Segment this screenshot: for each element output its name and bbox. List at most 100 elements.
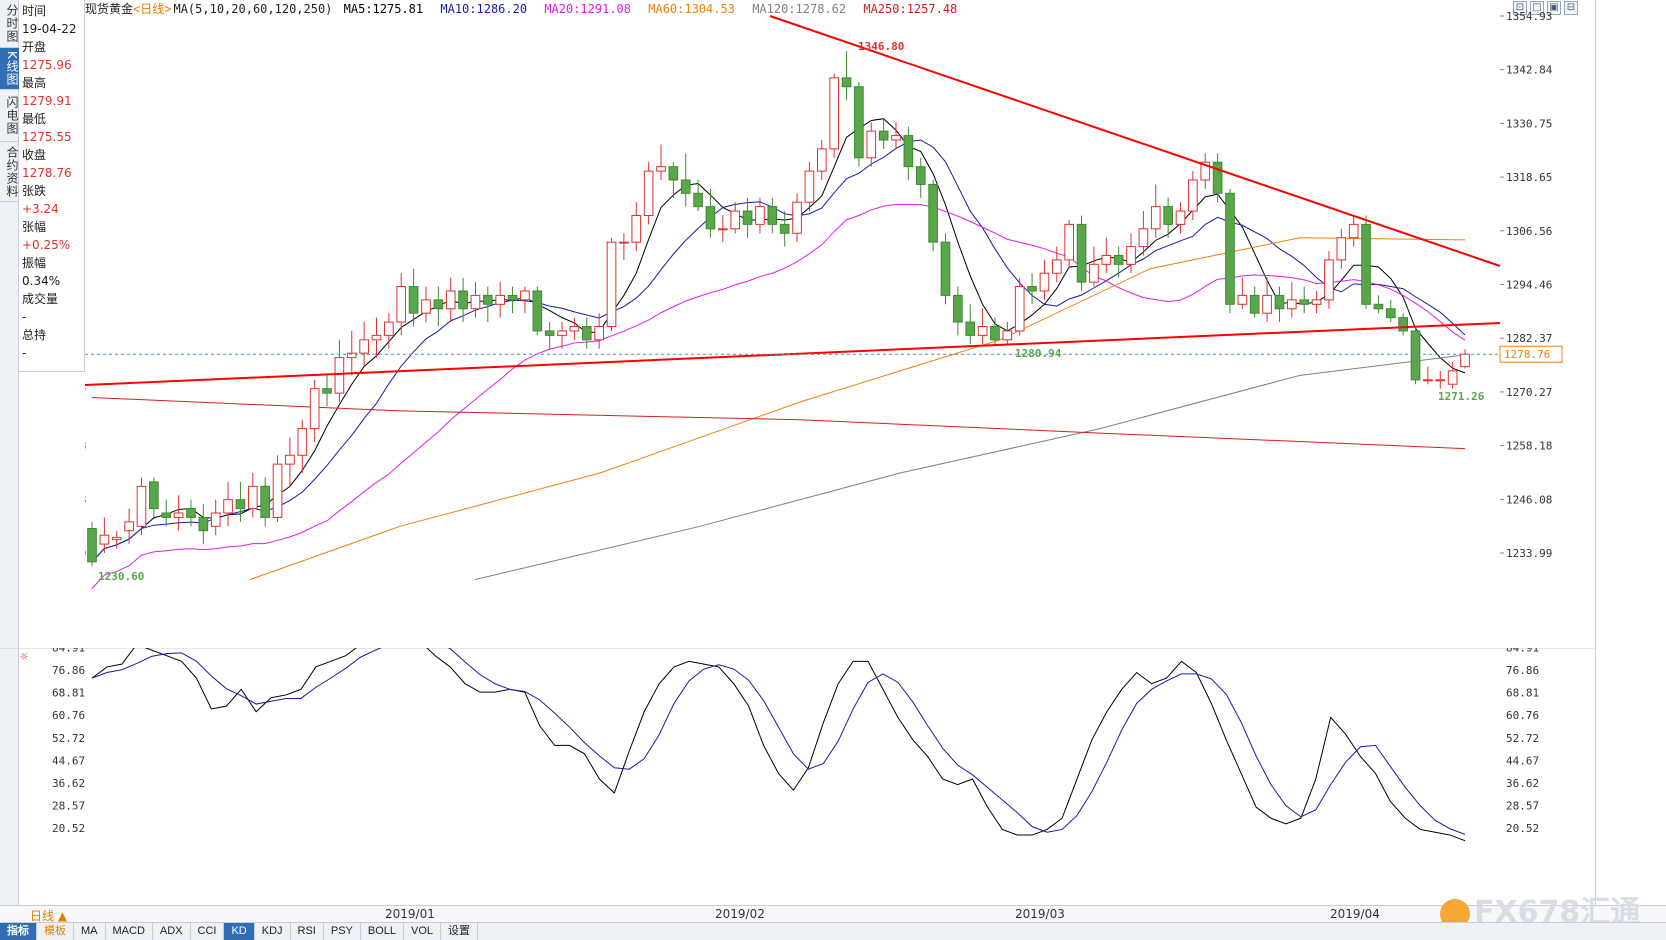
candle-body	[1286, 299, 1297, 310]
ma20-value: MA20:1291.08	[544, 2, 632, 16]
candle-body	[816, 148, 827, 172]
candle-body	[557, 330, 567, 336]
tab-timeshare[interactable]: 分时图	[0, 0, 19, 48]
price-axis-divider	[1595, 0, 1596, 905]
candle-body	[1398, 317, 1408, 332]
kd-tick-label-right: 52.72	[1506, 732, 1539, 745]
candle-body	[1262, 294, 1272, 314]
candle-body	[111, 536, 122, 541]
candle-body	[1274, 294, 1285, 310]
kd-tick-label-left: 44.67	[52, 754, 85, 767]
candle-body	[445, 290, 456, 310]
price-tick-label: 1270.27	[1506, 386, 1552, 399]
kd-tick-label-right: 44.67	[1506, 754, 1539, 767]
candle-body	[680, 179, 691, 194]
candle-body	[668, 166, 679, 181]
candle-body	[990, 326, 1000, 341]
candle-body	[841, 77, 852, 88]
tab-contract-info[interactable]: 合约资料	[0, 142, 19, 202]
kd-tick-label-left: 68.81	[52, 687, 85, 700]
tab-indicators[interactable]: 指标	[0, 923, 37, 940]
candle-body	[1311, 299, 1322, 305]
indicator-psy-button[interactable]: PSY	[324, 923, 361, 940]
candle-body	[247, 485, 258, 510]
low-annotation: 1230.60	[98, 570, 144, 583]
mid-low-annotation: 1280.94	[1015, 347, 1062, 360]
ma60-value: MA60:1304.53	[648, 2, 735, 16]
candle-body	[656, 166, 666, 172]
settings-button[interactable]: 设置	[441, 923, 479, 940]
indicator-rsi-button[interactable]: RSI	[291, 923, 324, 940]
indicator-vol-button[interactable]: VOL	[404, 923, 442, 940]
candle-body	[1126, 246, 1136, 265]
candle-body	[1163, 206, 1173, 225]
candle-body	[1150, 206, 1161, 230]
ma120-value: MA120:1278.62	[752, 2, 847, 16]
candle-body	[272, 463, 283, 518]
candle-body	[581, 326, 592, 341]
candle-body	[532, 290, 543, 332]
tab-flash[interactable]: 闪电图	[0, 90, 19, 142]
candle-body	[903, 135, 914, 168]
candlestick-chart[interactable]: 1354.93 1342.84 1330.75 1318.65 1306.56 1294.…	[85, 0, 1666, 648]
kd-indicator-chart[interactable]: ☼ KD(9,3,3) K:15.74D:20.30 92.9692.9684.…	[0, 648, 1666, 905]
candle-body	[1385, 308, 1396, 319]
tab-templates[interactable]: 模板	[37, 923, 74, 940]
candle-body	[458, 290, 468, 310]
indicator-kd-button[interactable]: KD	[224, 923, 255, 940]
indicator-adx-button[interactable]: ADX	[153, 923, 191, 940]
minimize-icon[interactable]: ⊟	[1564, 1, 1578, 15]
price-tick-label: 1330.75	[1506, 117, 1552, 130]
date-axis: 日线 ▲ 2019/01 2019/02 2019/03 2019/04	[0, 905, 1666, 923]
maximize-icon[interactable]: □	[1530, 1, 1544, 15]
candle-body	[1348, 223, 1359, 239]
candle-body	[544, 330, 555, 336]
low-value: 1275.55	[22, 130, 72, 144]
price-tick-label: 1233.99	[1506, 547, 1552, 560]
open-label: 开盘	[22, 40, 47, 54]
candle-body	[854, 86, 864, 159]
quote-info-panel: 时间 19-04-22 开盘 1275.96 最高 1279.91 最低 127…	[19, 0, 85, 372]
candle-body	[322, 388, 332, 394]
ma120-line	[474, 354, 1466, 581]
candle-body	[186, 508, 196, 518]
candle-body	[346, 352, 357, 359]
candle-body	[829, 77, 839, 150]
indicator-boll-button[interactable]: BOLL	[361, 923, 405, 940]
candle-body	[1361, 223, 1371, 305]
indicator-ma-button[interactable]: MA	[74, 923, 106, 940]
window-controls: ⊡ □ ▣ ⊟	[1513, 1, 1578, 15]
candle-body	[619, 241, 629, 244]
candle-body	[260, 485, 271, 518]
indicator-macd-button[interactable]: MACD	[106, 923, 153, 940]
kd-settings-icon[interactable]: ☼	[20, 650, 28, 665]
layout-icon[interactable]: ▣	[1547, 1, 1561, 15]
date-label: 2019/01	[385, 907, 435, 921]
tab-kline[interactable]: K线图	[0, 48, 19, 90]
candle-body	[1089, 263, 1099, 283]
change-label: 张跌	[22, 184, 47, 198]
candle-body	[99, 534, 110, 545]
candle-body	[1299, 299, 1310, 305]
kd-tick-label-left: 20.52	[52, 822, 85, 835]
amplitude-value: 0.34%	[22, 274, 61, 288]
period-select-button[interactable]: 日线 ▲	[30, 909, 68, 923]
candle-body	[606, 241, 617, 328]
pct-value: +0.25%	[22, 238, 71, 252]
ma-params[interactable]: MA(5,10,20,60,120,250)	[173, 2, 333, 16]
candle-body	[124, 521, 134, 532]
indicator-cci-button[interactable]: CCI	[191, 923, 225, 940]
kd-tick-label-right: 68.81	[1506, 687, 1539, 700]
restore-icon[interactable]: ⊡	[1513, 1, 1527, 15]
ma60-line	[249, 237, 1466, 581]
candle-body	[693, 192, 703, 208]
candle-body	[470, 294, 481, 310]
low-label: 最低	[22, 112, 47, 126]
candle-body	[1014, 286, 1025, 332]
recent-low-annotation: 1271.26	[1438, 390, 1485, 403]
candle-body	[755, 206, 765, 225]
price-tick-label: 1282.37	[1506, 332, 1552, 345]
candle-body	[1101, 254, 1112, 265]
indicator-kdj-button[interactable]: KDJ	[255, 923, 291, 940]
open-interest-value: -	[22, 346, 27, 360]
